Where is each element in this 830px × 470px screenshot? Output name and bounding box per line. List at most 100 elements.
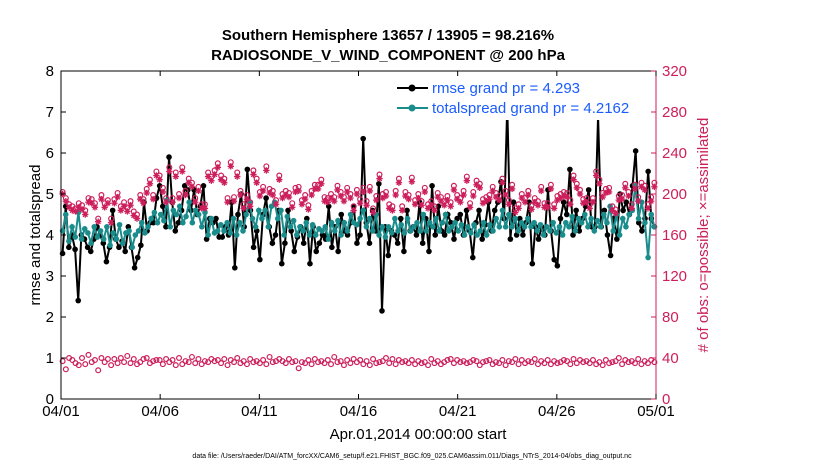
data-point (119, 240, 126, 246)
data-point (623, 224, 629, 230)
obs-possible-marker (596, 359, 603, 366)
data-point (537, 221, 544, 228)
data-point (357, 215, 363, 222)
obs-possible-marker (218, 360, 225, 367)
obs-assimilated-marker (444, 196, 451, 204)
obs-assimilated-marker (276, 176, 283, 183)
obs-assimilated-marker (515, 205, 522, 212)
obs-assimilated-marker (609, 207, 616, 214)
legend-totalspread-marker (408, 104, 416, 112)
obs-possible-marker (176, 355, 183, 362)
data-point (195, 211, 202, 218)
obs-assimilated-marker (356, 200, 364, 207)
data-point (265, 224, 272, 230)
data-point (433, 215, 439, 222)
data-point (487, 221, 493, 228)
y-axis-right-label: # of obs: o=possible; ×=assimilated (695, 118, 712, 353)
data-point (468, 230, 474, 236)
obs-assimilated-marker (62, 197, 70, 205)
obs-assimilated-marker (460, 191, 467, 199)
legend-rmse-marker (408, 84, 416, 92)
obs-assimilated-marker (360, 188, 367, 196)
obs-assimilated-marker (408, 178, 416, 185)
obs-assimilated-marker (175, 194, 183, 202)
obs-possible-marker (298, 359, 305, 366)
data-point (263, 195, 269, 201)
data-point (360, 135, 366, 142)
obs-assimilated-marker (318, 180, 325, 187)
data-point (551, 256, 558, 263)
data-point (404, 215, 411, 222)
data-point (575, 215, 582, 222)
data-point (591, 228, 598, 234)
data-point (224, 219, 230, 226)
legend: rmse grand pr = 4.293 totalspread grand … (394, 78, 629, 120)
data-point (597, 224, 604, 230)
obs-assimilated-marker (625, 192, 632, 200)
y-tick-label: 4 (46, 227, 54, 244)
obs-possible-marker (638, 361, 645, 368)
obs-possible-marker (69, 357, 76, 364)
obs-possible-marker (153, 357, 160, 364)
data-point (550, 219, 556, 226)
obs-possible-marker (108, 362, 115, 369)
obs-assimilated-marker (350, 207, 357, 214)
data-point (221, 228, 227, 234)
series-obs-possible-o- (59, 351, 658, 374)
data-point (616, 232, 623, 238)
data-point (287, 224, 294, 230)
obs-possible-marker (570, 356, 577, 363)
obs-assimilated-marker (169, 199, 176, 206)
obs-possible-marker (234, 355, 241, 362)
data-point (282, 240, 288, 246)
data-point (100, 240, 107, 246)
obs-possible-marker (408, 357, 415, 364)
obs-possible-marker (447, 356, 454, 363)
data-point (414, 219, 420, 226)
obs-possible-marker (334, 359, 341, 366)
obs-possible-marker (331, 353, 338, 360)
obs-possible-marker (450, 360, 457, 367)
obs-possible-marker (586, 360, 593, 367)
obs-assimilated-marker (486, 195, 493, 203)
data-point (72, 246, 78, 253)
data-point (256, 207, 262, 214)
obs-possible-marker (121, 359, 128, 366)
y-axis-label: rmse and totalspread (27, 165, 44, 306)
obs-possible-marker (231, 359, 238, 366)
series-line (61, 105, 656, 311)
obs-assimilated-marker (188, 183, 196, 191)
data-point (369, 228, 376, 234)
data-point (398, 221, 405, 228)
data-point (85, 230, 91, 236)
obs-assimilated-marker (641, 186, 648, 194)
obs-possible-marker (360, 361, 367, 368)
data-point (338, 232, 344, 238)
data-point (243, 211, 249, 218)
obs-assimilated-marker (208, 177, 215, 184)
data-point (573, 207, 579, 214)
obs-possible-marker (127, 360, 134, 367)
data-point (72, 234, 79, 240)
data-point (394, 240, 401, 246)
obs-possible-marker (308, 361, 315, 368)
data-point (392, 215, 398, 222)
data-point (426, 248, 432, 255)
data-point (429, 183, 435, 189)
data-point (515, 228, 522, 234)
data-point (601, 207, 608, 214)
data-point (600, 211, 607, 218)
obs-assimilated-marker (573, 184, 580, 192)
obs-assimilated-marker (570, 176, 577, 183)
obs-possible-marker (392, 361, 399, 368)
data-point (249, 215, 256, 222)
obs-assimilated-marker (259, 187, 267, 195)
series-totalspread (59, 183, 658, 261)
obs-possible-marker (615, 355, 622, 362)
obs-possible-marker (124, 352, 131, 359)
data-point (100, 236, 107, 242)
obs-assimilated-marker (227, 163, 234, 170)
data-point (175, 219, 182, 226)
obs-possible-marker (79, 355, 86, 362)
